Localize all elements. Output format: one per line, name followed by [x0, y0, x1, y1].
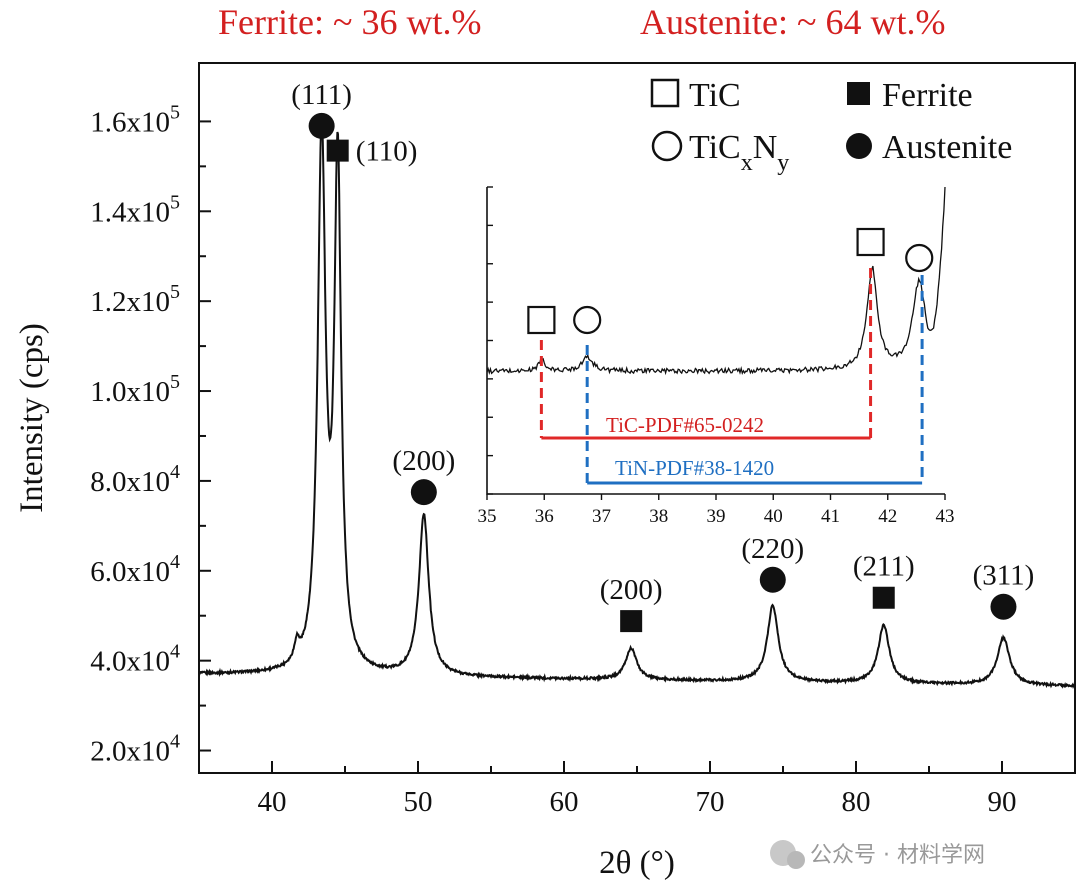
main-x-tick-label: 80: [842, 786, 871, 818]
main-x-tick-label: 90: [988, 786, 1017, 818]
inset-phase-markers: [527, 227, 934, 335]
main-y-tick-label: 1.2x105: [90, 281, 180, 318]
peak-annotations: (111)(110) (200) (200) (220) (211) (311): [291, 79, 1035, 633]
miller-index-label: (220): [741, 533, 804, 565]
ferrite-legend-label: Ferrite: [882, 77, 973, 114]
legend: TiC TiCxNy Ferrite Austenite: [650, 77, 1012, 176]
xrd-pattern-line: [198, 113, 1076, 690]
ferrite-marker: [872, 586, 895, 609]
inset-pattern-line: [486, 186, 946, 376]
ticxny-n: N: [753, 129, 778, 166]
ticxny-legend-marker: [651, 130, 683, 162]
y-axis-title: Intensity (cps): [14, 323, 50, 513]
austenite-marker: [308, 112, 335, 139]
ticxny-legend-label: TiCxNy: [689, 129, 789, 176]
tic-legend-label: TiC: [689, 77, 741, 114]
main-x-tick-label: 70: [696, 786, 725, 818]
austenite-legend-marker: [846, 133, 872, 159]
tin-pdf-label: TiN-PDF#38-1420: [615, 456, 774, 480]
ferrite-marker: [326, 139, 349, 162]
ferrite-fraction-label: Ferrite: ~ 36 wt.%: [218, 2, 481, 42]
main-y-tick-label: 6.0x104: [90, 551, 180, 588]
miller-index-label: (110): [356, 136, 418, 168]
miller-index-label: (311): [973, 560, 1035, 592]
main-y-tick-label: 2.0x104: [90, 731, 180, 768]
watermark: 公众号 · 材料学网: [770, 840, 985, 869]
inset-x-tick-label: 42: [878, 506, 897, 527]
miller-index-label: (111): [291, 79, 352, 111]
inset-x-tick-label: 35: [478, 506, 497, 527]
inset-x-tick-label: 40: [764, 506, 783, 527]
main-chart: 2.0x104 4.0x104 6.0x104 8.0x104 1.0x105 1.2x1…: [14, 62, 1076, 881]
main-y-ticks: 2.0x104 4.0x104 6.0x104 8.0x104 1.0x105 1.2x1…: [90, 101, 211, 768]
inset-x-tick-label: 41: [821, 506, 840, 527]
tic-inset-marker: [527, 305, 556, 335]
austenite-marker: [990, 593, 1017, 620]
austenite-legend-label: Austenite: [882, 129, 1012, 166]
main-x-tick-label: 40: [258, 786, 287, 818]
miller-index-label: (200): [600, 574, 663, 606]
main-x-tick-label: 50: [404, 786, 433, 818]
ticxny-sub-y: y: [777, 150, 789, 176]
inset-x-tick-label: 37: [592, 506, 611, 527]
austenite-marker: [759, 566, 786, 593]
inset-x-tick-label: 39: [707, 506, 726, 527]
austenite-marker: [410, 479, 437, 506]
watermark-text: 公众号 · 材料学网: [810, 843, 985, 868]
main-y-tick-label: 4.0x104: [90, 641, 180, 678]
inset-x-tick-label: 43: [936, 506, 955, 527]
main-y-tick-label: 1.0x105: [90, 371, 180, 408]
x-axis-title: 2θ (°): [599, 845, 675, 881]
ticxny-inset-marker: [905, 243, 934, 273]
ferrite-legend-marker: [847, 82, 870, 105]
main-x-tick-label: 60: [550, 786, 579, 818]
inset-x-tick-label: 38: [649, 506, 668, 527]
inset-chart: 35 36 37 38 39 40 41 42 43 TiC-PDF#65-0242 TiN-P…: [478, 186, 955, 527]
inset-y-ticks: [487, 186, 493, 495]
inset-x-ticks: 35 36 37 38 39 40 41 42 43: [478, 494, 955, 527]
main-y-tick-label: 8.0x104: [90, 461, 180, 498]
ticxny-main: TiC: [689, 129, 741, 166]
inset-reference-lines: [539, 268, 924, 485]
miller-index-label: (200): [392, 445, 455, 477]
main-x-ticks: 40 50 60 70 80 90: [198, 761, 1076, 818]
main-y-tick-label: 1.4x105: [90, 191, 180, 228]
tic-inset-marker: [856, 227, 885, 257]
wechat-icon-bubble: [787, 851, 805, 869]
ticxny-sub-x: x: [741, 150, 753, 176]
tic-legend-marker: [650, 78, 680, 108]
ticxny-inset-marker: [573, 305, 602, 335]
ferrite-marker: [620, 610, 643, 633]
miller-index-label: (211): [853, 551, 915, 583]
main-y-tick-label: 1.6x105: [90, 101, 180, 138]
tic-pdf-label: TiC-PDF#65-0242: [606, 413, 764, 437]
austenite-fraction-label: Austenite: ~ 64 wt.%: [640, 2, 945, 42]
inset-x-tick-label: 36: [535, 506, 554, 527]
